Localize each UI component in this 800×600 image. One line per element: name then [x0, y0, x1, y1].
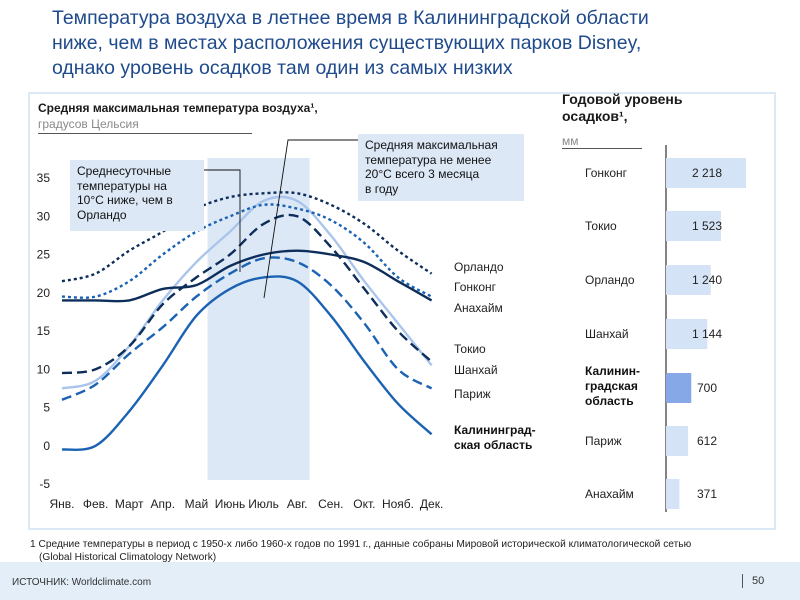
y-tick-label: 10	[37, 362, 51, 376]
bar-category-label: Орландо	[585, 273, 635, 287]
y-tick-label: 0	[43, 439, 50, 453]
precip-bar	[666, 158, 746, 188]
line-chart-subtitle: градусов Цельсия	[38, 117, 139, 131]
bar-chart-subtitle: мм	[562, 134, 579, 148]
bar-category-label: Калинин-	[585, 364, 640, 378]
x-tick-label: Май	[185, 497, 209, 511]
x-tick-label: Июль	[248, 497, 279, 511]
callout-left-line-3: 10°С ниже, чем в	[77, 193, 173, 207]
page-number: 50	[752, 575, 765, 587]
bar-category-label: градская	[585, 379, 638, 393]
bar-value-label: 612	[697, 434, 717, 448]
x-tick-label: Окт.	[353, 497, 375, 511]
source-text: ИСТОЧНИК: Worldclimate.com	[12, 577, 152, 588]
callout-left-line-4: Орландо	[77, 207, 127, 222]
series-label: ская область	[454, 438, 532, 452]
x-tick-label: Сен.	[318, 497, 343, 511]
bar-category-label: Гонконг	[585, 166, 628, 180]
callout-left: Среднесуточные температуры на 10°С ниже,…	[70, 160, 204, 231]
bar-category-label: область	[585, 394, 634, 408]
x-tick-label: Апр.	[151, 497, 176, 511]
precip-bar	[666, 211, 721, 241]
series-line	[61, 195, 433, 390]
series-label: Токио	[454, 342, 486, 356]
footnote-line-1: 1 Средние температуры в период с 1950-х …	[30, 539, 692, 550]
bar-value-label: 371	[697, 487, 717, 501]
y-tick-label: 30	[37, 209, 51, 223]
y-tick-label: 5	[43, 401, 50, 415]
x-tick-label: Нояб.	[382, 497, 414, 511]
precip-bar	[666, 265, 711, 295]
precip-bar	[666, 373, 692, 403]
line-chart-title-rule	[38, 133, 252, 134]
page-number-separator	[742, 574, 743, 588]
footnote-line-2: (Global Historical Climatology Network)	[39, 552, 217, 563]
y-tick-label: 20	[37, 286, 51, 300]
bar-value-label: 1 144	[692, 327, 722, 341]
callout-right-line-2: температура не менее	[365, 152, 492, 167]
bar-value-label: 1 240	[692, 273, 722, 287]
series-line	[61, 256, 433, 401]
series-label: Париж	[454, 387, 491, 401]
series-label: Гонконг	[454, 280, 497, 294]
y-tick-label: -5	[39, 477, 50, 491]
page-title: Температура воздуха в летнее время в Кал…	[52, 6, 792, 81]
page-title-line-1: Температура воздуха в летнее время в Кал…	[52, 7, 649, 29]
page-title-line-2: ниже, чем в местах расположения существу…	[52, 32, 642, 54]
callout-left-line-1: Среднесуточные	[77, 164, 172, 178]
series-label: Анахайм	[454, 301, 503, 315]
series-label: Калининград-	[454, 423, 536, 437]
bar-category-label: Шанхай	[585, 327, 629, 341]
series-line	[61, 275, 433, 451]
bar-category-label: Анахайм	[585, 487, 634, 501]
callout-right-line-3: 20°С всего 3 месяца	[365, 167, 480, 181]
bar-category-label: Париж	[585, 434, 622, 448]
bar-category-label: Токио	[585, 219, 617, 233]
callout-right: Средняя максимальная температура не мене…	[358, 134, 524, 201]
callout-right-line-1: Средняя максимальная	[365, 138, 498, 152]
footnote: 1 Средние температуры в период с 1950-х …	[30, 538, 790, 564]
precip-bar	[666, 479, 680, 509]
page-title-line-3: однако уровень осадков там один из самых…	[52, 57, 513, 79]
x-tick-label: Дек.	[420, 497, 443, 511]
x-tick-label: Фев.	[83, 497, 109, 511]
callout-left-line-2: температуры на	[77, 178, 167, 193]
bar-value-label: 2 218	[692, 166, 722, 180]
x-tick-label: Март	[115, 497, 144, 511]
series-label: Орландо	[454, 260, 504, 274]
x-tick-label: Июнь	[215, 497, 246, 511]
footer-bar	[0, 562, 800, 600]
line-chart-title: Средняя максимальная температура воздуха…	[38, 101, 318, 115]
y-tick-label: 35	[37, 171, 51, 185]
callout-right-line-4: в году	[365, 181, 399, 196]
bar-value-label: 700	[697, 381, 717, 395]
bar-chart-title-rule	[562, 148, 642, 149]
series-line	[61, 213, 433, 375]
y-tick-label: 15	[37, 324, 51, 338]
x-tick-label: Авг.	[287, 497, 308, 511]
series-line	[61, 203, 433, 299]
series-line	[62, 249, 433, 303]
series-label: Шанхай	[454, 363, 498, 377]
bar-chart-title: Годовой уровень осадков¹,	[562, 91, 683, 124]
bar-value-label: 1 523	[692, 219, 722, 233]
precip-bar	[666, 319, 708, 349]
precip-bar	[666, 426, 689, 456]
x-tick-label: Янв.	[49, 497, 74, 511]
y-tick-label: 25	[37, 248, 51, 262]
